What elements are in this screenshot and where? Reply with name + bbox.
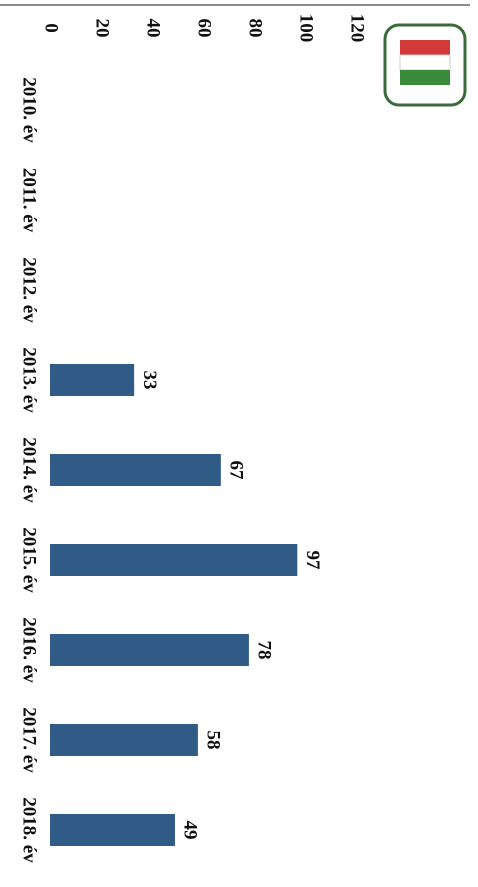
y-tick-label: 40 [143,19,164,38]
y-tick-label: 20 [92,19,113,38]
value-label: 49 [180,821,201,840]
bar [50,814,175,846]
bar [50,544,298,576]
x-tick-label: 2014. év [19,437,40,503]
x-tick-label: 2011. év [19,168,40,233]
value-label: 33 [139,371,160,390]
y-tick-label: 60 [194,19,215,38]
bar [50,364,135,396]
value-label: 97 [302,551,323,571]
y-tick-label: 0 [41,23,62,33]
x-tick-label: 2018. év [19,797,40,863]
x-tick-label: 2016. év [19,617,40,683]
x-tick-label: 2015. év [19,527,40,593]
y-tick-label: 80 [245,19,266,38]
y-tick-label: 120 [347,14,368,43]
x-tick-label: 2013. év [19,347,40,413]
value-label: 78 [254,641,275,660]
x-tick-label: 2017. év [19,707,40,773]
logo [383,23,467,107]
x-tick-label: 2012. év [19,257,40,323]
bar [50,724,198,756]
value-label: 58 [203,731,224,750]
bar [50,634,249,666]
bar [50,454,221,486]
y-tick-label: 100 [296,14,317,43]
value-label: 67 [225,461,246,481]
x-tick-label: 2010. év [19,77,40,143]
